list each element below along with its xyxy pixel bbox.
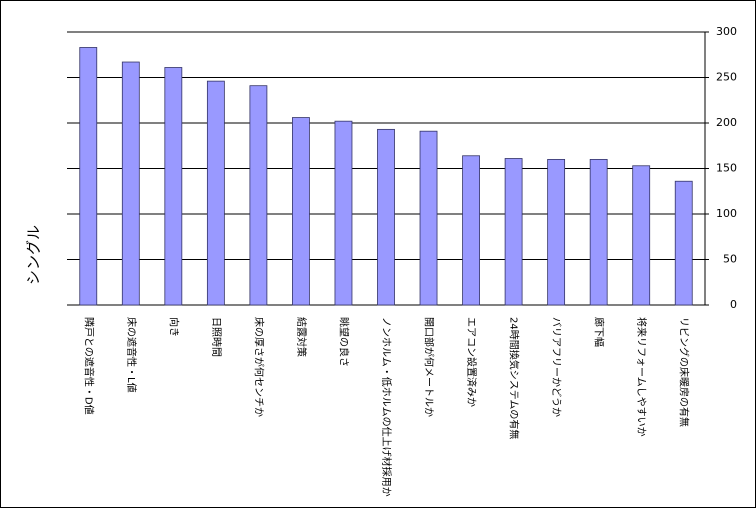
x-tick-label: バリアフリーかどうか — [550, 317, 562, 417]
bar — [121, 61, 140, 306]
bar — [79, 47, 98, 306]
x-tick-label: 隣戸との遮音性・D値 — [82, 317, 95, 415]
y-tick-label: 200 — [716, 116, 737, 129]
y-tick-label: 50 — [723, 253, 737, 266]
bar — [462, 155, 480, 306]
y-tick-label: 250 — [716, 71, 737, 84]
bar — [504, 158, 523, 306]
x-tick-label: 廊下幅 — [593, 317, 606, 347]
x-tick-label: 床の遮音性・L値 — [125, 317, 138, 393]
bar — [249, 85, 268, 306]
x-tick-label: リビングの床暖房の有無 — [678, 317, 691, 427]
y-tick-label: 0 — [730, 298, 737, 311]
x-tick-label: エアコン設置済みか — [465, 317, 478, 407]
bar — [632, 165, 651, 306]
y-tick-label: 100 — [716, 207, 737, 220]
bar — [674, 180, 693, 306]
bar — [292, 117, 310, 306]
y-tick-label: 150 — [716, 162, 737, 175]
x-tick-label: 結露対策 — [295, 317, 308, 357]
bar — [206, 80, 225, 306]
x-tick-label: 向き — [167, 317, 180, 337]
bar — [419, 130, 438, 306]
x-tick-label: 床の厚さが何センチか — [252, 317, 265, 417]
bar — [164, 67, 183, 306]
bar — [547, 158, 566, 306]
x-tick-label: 24時間換気システムの有無 — [508, 317, 521, 439]
y-tick-label: 300 — [716, 25, 737, 38]
bar — [334, 120, 353, 306]
x-tick-label: 眺望の良さ — [337, 317, 350, 367]
x-tick-label: 日照時間 — [210, 317, 222, 357]
bar — [589, 158, 608, 306]
x-tick-label: ノンホルム・低ホルムの仕上げ材採用か — [380, 317, 393, 497]
x-tick-label: 開口部が何メートルか — [423, 317, 436, 417]
bar — [377, 128, 395, 306]
x-tick-label: 将来リフォームしやすいか — [635, 317, 647, 437]
y-axis-title: シングル — [25, 225, 43, 285]
